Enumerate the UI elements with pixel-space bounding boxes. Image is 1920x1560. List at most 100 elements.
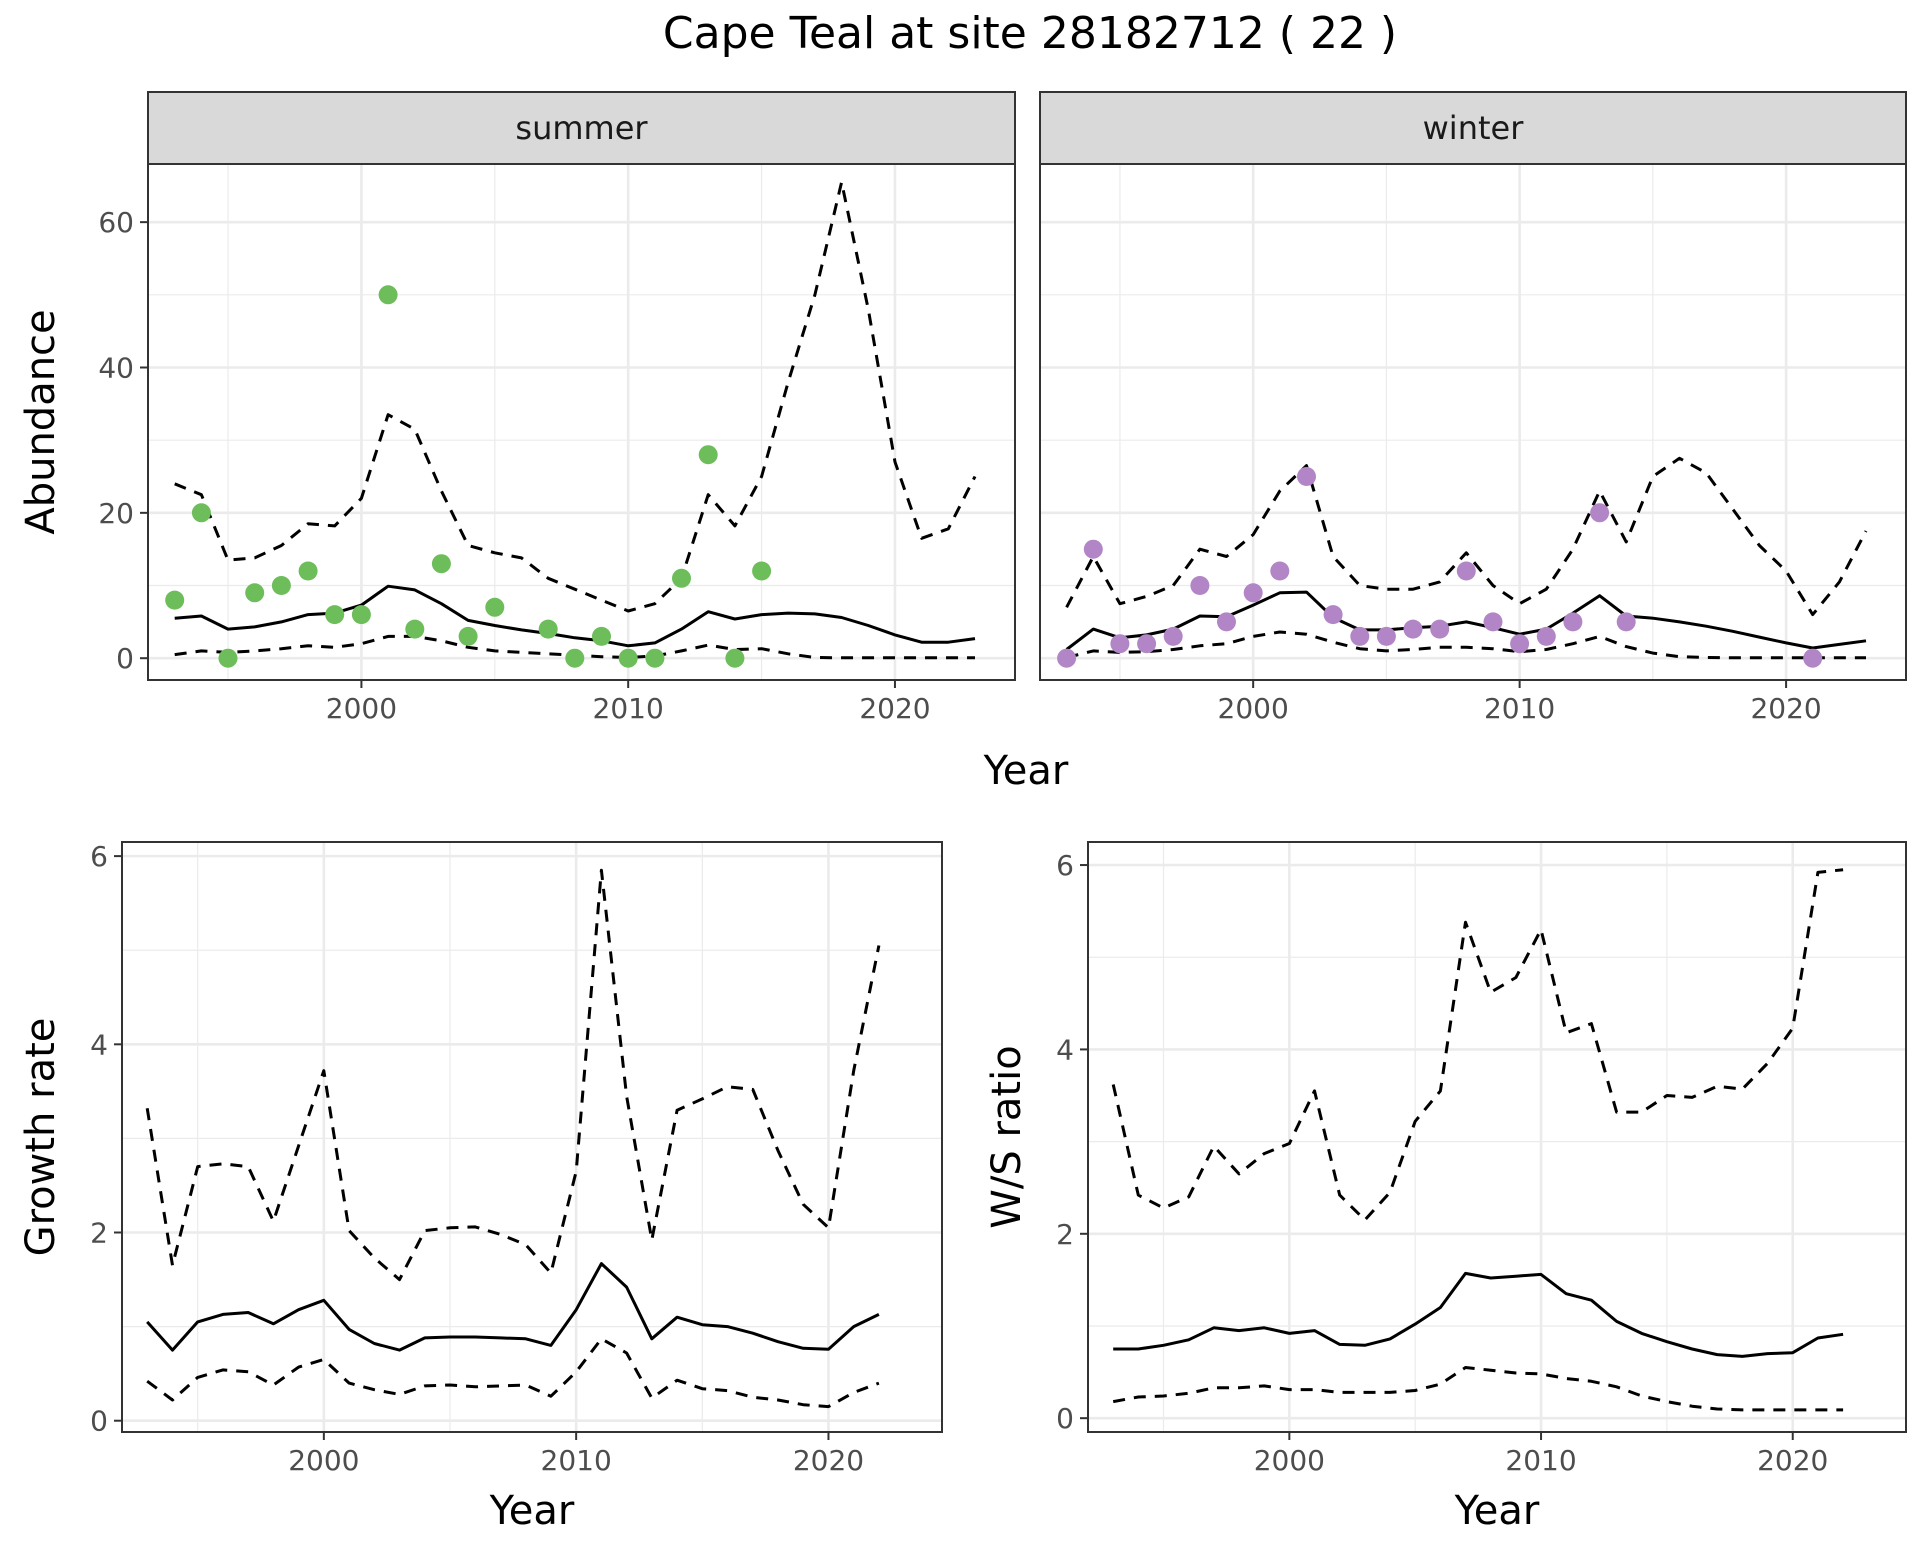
data-point xyxy=(298,561,318,581)
data-point xyxy=(351,605,371,625)
data-point xyxy=(1083,539,1103,559)
series-line-lower xyxy=(1112,1366,1844,1412)
data-point xyxy=(1483,612,1503,632)
data-point xyxy=(1137,634,1157,654)
series-line-lower xyxy=(146,1337,880,1409)
data-point xyxy=(1403,619,1423,639)
y-tick-label: 0 xyxy=(1056,1402,1074,1435)
data-point xyxy=(431,554,451,574)
series-line-mean xyxy=(146,1262,880,1352)
y-axis-title: W/S ratio xyxy=(984,1045,1030,1228)
panel-border xyxy=(147,163,1016,681)
data-point xyxy=(565,648,585,668)
data-point xyxy=(725,648,745,668)
x-tick-label: 2010 xyxy=(593,692,664,725)
y-tick-label: 4 xyxy=(90,1028,108,1061)
series-line-upper xyxy=(174,180,977,613)
data-point xyxy=(378,285,398,305)
series-line-mean xyxy=(174,584,976,648)
data-point xyxy=(405,619,425,639)
chart-panel-abundance-summer: summer 2000 2010 2020 0 20 40 60 Abundance xyxy=(18,91,1016,725)
facet-strip xyxy=(1039,91,1907,165)
facet-label: summer xyxy=(515,109,648,147)
panel-border xyxy=(1087,841,1907,1433)
data-point xyxy=(1243,583,1263,603)
data-point xyxy=(1350,626,1370,646)
data-point xyxy=(218,648,238,668)
data-point xyxy=(1323,605,1343,625)
panel-border xyxy=(121,841,943,1433)
y-tick-label: 0 xyxy=(90,1405,108,1438)
data-point xyxy=(165,590,185,610)
series-line-mean xyxy=(1113,1271,1844,1358)
x-tick-label: 2020 xyxy=(859,692,930,725)
data-point xyxy=(1190,576,1210,595)
grid xyxy=(122,842,942,1432)
data-point xyxy=(1616,612,1636,632)
data-point xyxy=(1057,648,1077,668)
y-tick-label: 60 xyxy=(98,206,134,239)
x-axis-title: Year xyxy=(489,1488,575,1534)
data-point xyxy=(1110,634,1130,654)
data-point xyxy=(485,597,505,617)
data-point xyxy=(1563,612,1583,632)
panel-border xyxy=(1039,163,1907,681)
data-point xyxy=(1590,503,1610,523)
facet-strip xyxy=(147,91,1016,165)
data-point xyxy=(672,568,691,588)
y-tick-label: 6 xyxy=(90,840,108,873)
x-tick-label: 2000 xyxy=(326,692,397,725)
x-tick-label: 2000 xyxy=(288,1444,359,1477)
chart-panel-growth-rate: 2000 2010 2020 0 2 4 6 Growth rate Year xyxy=(18,840,943,1534)
series-line-upper xyxy=(145,868,881,1282)
x-tick-label: 2000 xyxy=(1218,692,1289,725)
x-tick-label: 2010 xyxy=(1505,1444,1576,1477)
x-tick-label: 2020 xyxy=(1750,692,1821,725)
data-point xyxy=(1217,612,1236,632)
x-tick-label: 2020 xyxy=(793,1444,864,1477)
data-point xyxy=(325,605,345,625)
y-axis-title: Growth rate xyxy=(18,1018,64,1257)
data-point xyxy=(458,626,478,646)
data-point xyxy=(618,648,638,668)
x-axis-title: Year xyxy=(1454,1488,1540,1534)
data-point xyxy=(1297,467,1316,486)
y-tick-label: 0 xyxy=(116,642,134,675)
data-point xyxy=(645,648,665,668)
data-point xyxy=(1536,626,1556,646)
x-tick-label: 2020 xyxy=(1757,1444,1828,1477)
y-tick-label: 6 xyxy=(1056,849,1074,882)
data-point xyxy=(698,445,718,465)
series-line-lower xyxy=(1066,630,1866,660)
x-tick-label: 2010 xyxy=(541,1444,612,1477)
figure-title: Cape Teal at site 28182712 ( 22 ) xyxy=(663,8,1397,59)
series-line-upper xyxy=(1111,868,1844,1222)
data-point xyxy=(191,503,211,523)
data-point xyxy=(1510,634,1530,654)
data-point xyxy=(538,619,558,639)
observation-points xyxy=(165,285,772,668)
data-point xyxy=(1163,626,1183,646)
y-axis-title: Abundance xyxy=(18,309,64,534)
data-point xyxy=(1376,626,1396,646)
data-point xyxy=(1803,648,1823,668)
data-point xyxy=(1456,561,1476,581)
y-tick-label: 2 xyxy=(90,1217,108,1250)
observation-points xyxy=(1057,467,1823,668)
chart-panel-ws-ratio: 2000 2010 2020 0 2 4 6 W/S ratio Year xyxy=(984,841,1907,1534)
x-tick-label: 2010 xyxy=(1484,692,1555,725)
data-point xyxy=(1430,619,1450,639)
data-point xyxy=(752,561,772,581)
y-tick-label: 2 xyxy=(1056,1218,1074,1251)
data-point xyxy=(592,626,611,646)
data-point xyxy=(1270,561,1290,581)
data-point xyxy=(245,583,265,603)
facet-label: winter xyxy=(1423,109,1525,147)
data-point xyxy=(271,576,291,595)
x-tick-label: 2000 xyxy=(1254,1444,1325,1477)
y-tick-label: 20 xyxy=(98,497,134,530)
series-line-upper xyxy=(1065,456,1868,617)
